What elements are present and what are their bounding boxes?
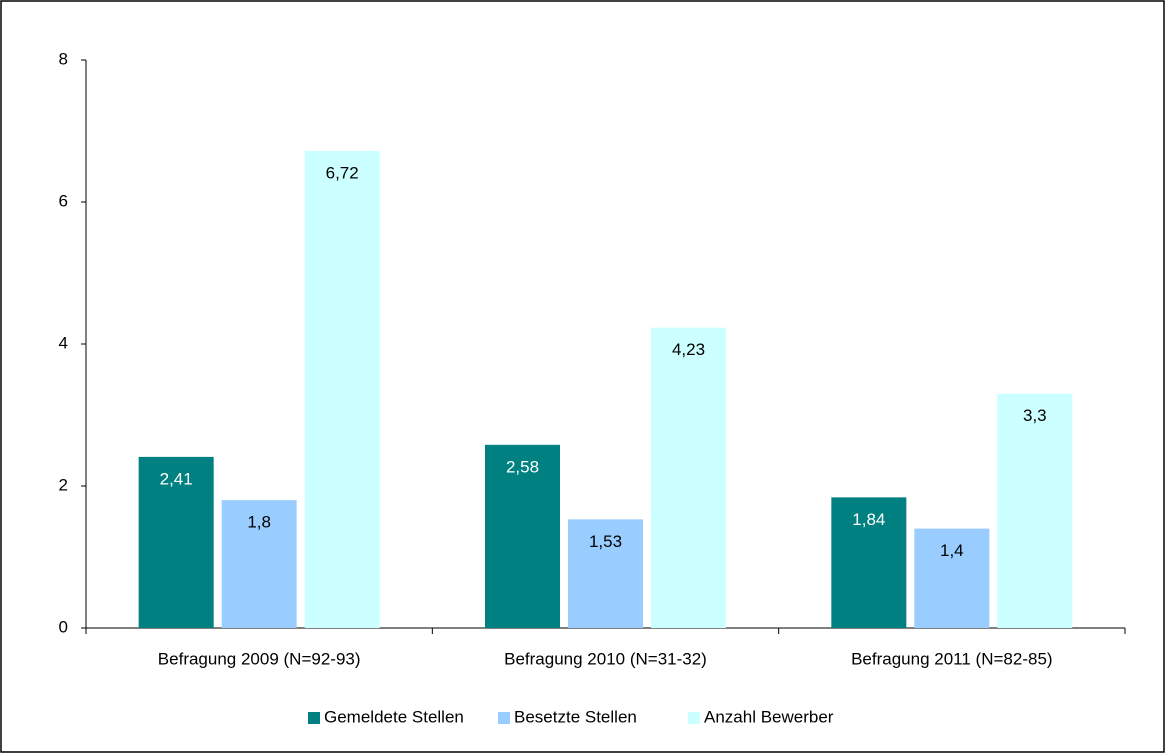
bar (485, 444, 560, 628)
bar (568, 519, 643, 628)
bar (997, 393, 1073, 628)
y-tick-label: 6 (59, 191, 68, 210)
value-label: 1,4 (940, 541, 964, 560)
bar (304, 150, 380, 628)
value-label: 3,3 (1023, 406, 1047, 425)
bar (221, 500, 297, 628)
legend-swatch (498, 712, 510, 724)
y-tick-label: 8 (59, 49, 68, 68)
y-tick-label: 0 (59, 617, 68, 636)
legend-label: Besetzte Stellen (514, 707, 637, 726)
value-label: 1,84 (852, 510, 885, 529)
legend-swatch (308, 712, 320, 724)
x-tick-label: Befragung 2009 (N=92-93) (158, 649, 361, 668)
value-label: 1,53 (589, 532, 622, 551)
bar (831, 497, 907, 628)
bar (914, 528, 990, 628)
value-label: 1,8 (247, 513, 271, 532)
value-label: 2,58 (506, 457, 539, 476)
bar (138, 456, 214, 628)
legend-label: Anzahl Bewerber (704, 707, 834, 726)
value-label: 4,23 (672, 340, 705, 359)
legend-swatch (688, 712, 700, 724)
value-label: 2,41 (160, 469, 193, 488)
x-tick-label: Befragung 2010 (N=31-32) (504, 649, 707, 668)
y-tick-label: 4 (59, 333, 68, 352)
bar (651, 327, 726, 628)
value-label: 6,72 (326, 163, 359, 182)
legend-label: Gemeldete Stellen (324, 707, 464, 726)
y-tick-label: 2 (59, 475, 68, 494)
x-tick-label: Befragung 2011 (N=82-85) (851, 649, 1052, 668)
